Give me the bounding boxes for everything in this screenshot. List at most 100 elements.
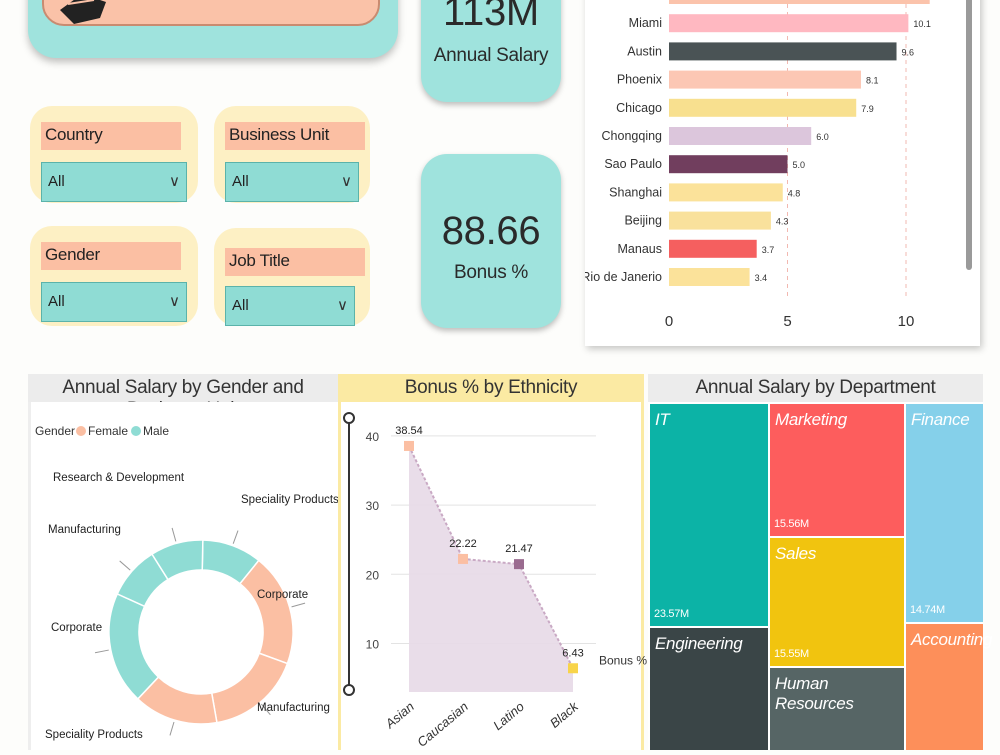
treemap-tile[interactable]: Human Resources: [770, 668, 904, 750]
treemap-tile[interactable]: Finance 14.74M: [906, 404, 983, 622]
city-bar[interactable]: [669, 14, 909, 33]
x-tick-label: Black: [547, 698, 582, 731]
city-bar[interactable]: [669, 183, 783, 202]
chevron-down-icon: ∨: [169, 173, 180, 190]
area-line: [408, 445, 574, 669]
data-point[interactable]: [458, 553, 468, 564]
city-label: Shanghai: [609, 185, 662, 199]
treemap-tile-label: Finance: [911, 410, 970, 429]
scrollbar[interactable]: [966, 0, 972, 270]
slicer-business-unit: Business Unit All ∨: [214, 106, 370, 203]
range-slider-handle[interactable]: [343, 684, 355, 696]
city-bar-value-label: 3.7: [762, 245, 775, 255]
city-bar[interactable]: [669, 98, 857, 117]
data-label: 6.43: [562, 647, 583, 659]
area-fill: [409, 445, 573, 692]
city-bar[interactable]: [669, 127, 812, 145]
donut-slice[interactable]: [108, 592, 160, 700]
city-bar[interactable]: [669, 70, 861, 89]
chevron-down-icon: ∨: [169, 293, 180, 310]
city-label: Chongqing: [602, 129, 663, 143]
slicer-job-title-dropdown[interactable]: All ∨: [225, 286, 355, 326]
donut-slice[interactable]: [150, 539, 204, 581]
leader-line: [119, 560, 131, 571]
chevron-down-icon: ∨: [337, 297, 348, 314]
y-tick-label: 40: [366, 430, 380, 444]
city-bar[interactable]: [669, 0, 930, 4]
treemap-tile-value: 15.56M: [774, 518, 809, 530]
department-treemap-title: Annual Salary by Department: [648, 374, 983, 402]
city-bar[interactable]: [669, 268, 750, 286]
city-label: Rio de Janerio: [585, 270, 662, 284]
x-tick-label: 5: [783, 313, 791, 330]
slicer-business-unit-dropdown[interactable]: All ∨: [225, 162, 359, 202]
logo-icon: [60, 0, 106, 24]
city-bar-value-label: 8.1: [866, 76, 879, 86]
data-label: 38.54: [395, 425, 423, 437]
slicer-gender: Gender All ∨: [30, 226, 198, 326]
city-label: Austin: [627, 44, 662, 58]
data-point[interactable]: [568, 663, 578, 674]
city-bar-value-label: 4.3: [776, 217, 789, 227]
legend-marker: [76, 426, 86, 436]
city-label: Chicago: [616, 101, 662, 115]
slicer-gender-value: All: [48, 293, 65, 310]
data-label: 21.47: [505, 543, 533, 555]
city-bar[interactable]: [669, 42, 897, 61]
data-point[interactable]: [514, 559, 524, 570]
kpi-annual-salary-label: Annual Salary: [433, 45, 549, 66]
treemap-tile-label: Accounting: [911, 630, 993, 649]
series-label: Bonus %: [599, 653, 647, 667]
treemap-tile-value: 23.57M: [654, 608, 689, 620]
city-label: Phoenix: [617, 73, 663, 87]
city-bar-value-label: 11.0: [935, 0, 952, 1]
y-tick-label: 30: [366, 499, 380, 513]
city-bar-value-label: 9.6: [902, 47, 915, 57]
city-label: Miami: [629, 16, 662, 30]
slicer-country: Country All ∨: [30, 106, 198, 203]
treemap-tile[interactable]: Marketing 15.56M: [770, 404, 904, 536]
slicer-country-value: All: [48, 173, 65, 190]
kpi-bonus-card: 88.66 Bonus %: [421, 154, 561, 328]
kpi-annual-salary-card: 113M Annual Salary: [421, 0, 561, 102]
slicer-job-title-title: Job Title: [225, 248, 365, 276]
data-point[interactable]: [404, 440, 414, 451]
city-bar[interactable]: [669, 239, 757, 258]
leader-line: [94, 649, 109, 654]
leader-line: [260, 703, 271, 716]
city-bar[interactable]: [669, 211, 771, 230]
donut-slice[interactable]: [238, 559, 294, 665]
donut-slice-label: Manufacturing: [48, 524, 121, 536]
city-bar-chart-panel: Seattle 11.0 Miami 10.1 Austin 9.6 Phoenix 8.1 C…: [581, 0, 980, 346]
treemap-tile[interactable]: Accounting: [906, 624, 992, 750]
chevron-down-icon: ∨: [341, 173, 352, 190]
treemap-tile-label: Human Resources: [775, 674, 854, 713]
treemap-tile[interactable]: Engineering: [650, 628, 768, 750]
donut-chart: Gender Female Male Speciality Products Corpo…: [35, 424, 339, 741]
treemap-tile-label: Sales: [775, 544, 817, 563]
kpi-bonus-label: Bonus %: [454, 262, 528, 283]
city-bar-chart: Seattle 11.0 Miami 10.1 Austin 9.6 Phoenix 8.1 C…: [581, 0, 952, 330]
treemap-tile-label: IT: [655, 410, 670, 429]
ethnicity-area-chart: 10 20 30 40 38.54 22.22 21.47 6.43 AsianCaucasia…: [343, 412, 647, 750]
leader-line: [232, 530, 239, 544]
treemap-tile[interactable]: IT 23.57M: [650, 404, 768, 626]
city-bar[interactable]: [669, 155, 788, 174]
slicer-job-title: Job Title All ∨: [214, 228, 370, 326]
city-bar-value-label: 10.1: [913, 19, 931, 29]
treemap-tile-label: Marketing: [775, 410, 847, 429]
treemap-tile-label: Engineering: [655, 634, 743, 653]
x-tick-label: Asian: [382, 699, 417, 732]
y-tick-label: 10: [366, 638, 380, 652]
city-bar-value-label: 7.9: [861, 104, 874, 114]
slicer-country-dropdown[interactable]: All ∨: [41, 162, 187, 202]
range-slider-handle[interactable]: [343, 412, 355, 424]
x-tick-label: 0: [665, 313, 673, 330]
slicer-gender-dropdown[interactable]: All ∨: [41, 282, 187, 322]
donut-slice-label: Speciality Products: [241, 494, 339, 506]
x-tick-label: 10: [898, 313, 915, 330]
title-banner-inner: [42, 0, 380, 26]
treemap-tile[interactable]: Sales 15.55M: [770, 538, 904, 666]
donut-slice-label: Manufacturing: [257, 702, 330, 714]
leader-line: [171, 527, 177, 542]
